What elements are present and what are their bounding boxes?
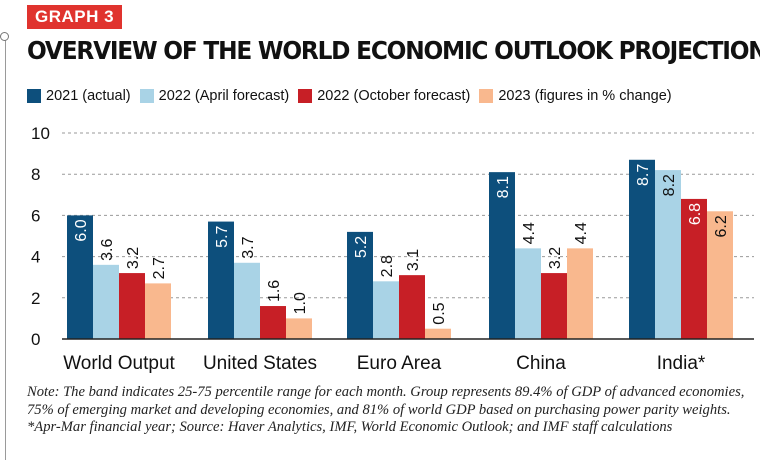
legend-label-2022-april: 2022 (April forecast) bbox=[158, 88, 290, 104]
y-tick-label: 2 bbox=[31, 289, 40, 308]
bar-value-label: 1.6 bbox=[266, 280, 283, 302]
bar bbox=[541, 273, 567, 339]
bar bbox=[286, 318, 312, 339]
x-category-label: United States bbox=[203, 353, 317, 374]
bar bbox=[234, 262, 260, 339]
legend: 2021 (actual) 2022 (April forecast) 2022… bbox=[27, 86, 757, 106]
bar-value-label: 4.4 bbox=[573, 222, 590, 244]
bar bbox=[681, 198, 707, 339]
bar-value-label: 3.6 bbox=[99, 238, 116, 260]
bar bbox=[707, 211, 733, 339]
x-category-label: China bbox=[516, 353, 566, 374]
bar-value-label: 2.7 bbox=[151, 257, 168, 279]
y-tick-label: 4 bbox=[31, 248, 40, 267]
legend-label-2021-actual: 2021 (actual) bbox=[46, 88, 131, 104]
legend-item-2022-april: 2022 (April forecast) bbox=[139, 88, 290, 104]
bar-value-label: 6.0 bbox=[73, 219, 90, 241]
x-category-label: Euro Area bbox=[357, 353, 442, 374]
bar-value-label: 3.2 bbox=[125, 247, 142, 269]
bar-value-label: 8.7 bbox=[635, 164, 652, 186]
legend-item-2021-actual: 2021 (actual) bbox=[27, 88, 131, 104]
bar-value-label: 5.7 bbox=[214, 225, 231, 247]
bar-value-label: 4.4 bbox=[521, 222, 538, 244]
legend-swatch-2022-april bbox=[139, 89, 154, 103]
bar bbox=[489, 172, 515, 339]
legend-swatch-2022-october bbox=[298, 89, 313, 103]
bar-value-label: 6.8 bbox=[687, 203, 704, 225]
bar bbox=[373, 281, 399, 339]
left-margin-dot bbox=[0, 32, 9, 41]
bar-value-label: 3.2 bbox=[547, 247, 564, 269]
bar bbox=[260, 306, 286, 339]
legend-swatch-2021-actual bbox=[27, 89, 41, 103]
bar bbox=[655, 170, 681, 339]
bar-value-label: 8.2 bbox=[661, 174, 678, 196]
bar bbox=[399, 275, 425, 339]
bar bbox=[67, 215, 93, 339]
left-margin-rule bbox=[5, 36, 6, 460]
y-tick-label: 6 bbox=[31, 206, 40, 225]
bar bbox=[347, 231, 373, 339]
chart-title: OVERVIEW OF THE WORLD ECONOMIC OUTLOOK P… bbox=[27, 36, 760, 65]
graph-label-tag: GRAPH 3 bbox=[27, 5, 123, 29]
y-tick-label: 0 bbox=[31, 330, 40, 349]
footnote: Note: The band indicates 25-75 percentil… bbox=[27, 384, 745, 436]
bar bbox=[208, 221, 234, 339]
y-tick-label: 8 bbox=[31, 165, 40, 184]
bar-value-label: 3.1 bbox=[405, 249, 422, 271]
legend-swatch-2023 bbox=[479, 89, 494, 103]
bar-value-label: 8.1 bbox=[495, 176, 512, 198]
legend-units-note: (figures in % change) bbox=[534, 88, 672, 104]
legend-item-2023: 2023 (figures in % change) bbox=[479, 88, 672, 104]
bar bbox=[425, 328, 451, 339]
bar-value-label: 6.2 bbox=[713, 215, 730, 237]
bar-value-label: 2.8 bbox=[379, 255, 396, 277]
bar-value-label: 1.0 bbox=[292, 292, 309, 314]
bar bbox=[515, 248, 541, 339]
bar bbox=[145, 283, 171, 339]
legend-label-2023: 2023 bbox=[498, 88, 531, 104]
bar bbox=[119, 273, 145, 339]
bar-value-label: 5.2 bbox=[353, 236, 370, 258]
bar bbox=[629, 159, 655, 339]
legend-item-2022-october: 2022 (October forecast) bbox=[298, 88, 470, 104]
x-category-label: India* bbox=[657, 353, 706, 374]
x-category-label: World Output bbox=[63, 353, 175, 374]
bar-value-label: 0.5 bbox=[431, 302, 448, 324]
y-tick-label: 10 bbox=[31, 124, 50, 143]
legend-label-2022-october: 2022 (October forecast) bbox=[317, 88, 471, 104]
bar bbox=[93, 264, 119, 339]
bar-value-label: 3.7 bbox=[240, 236, 257, 258]
bar bbox=[567, 248, 593, 339]
